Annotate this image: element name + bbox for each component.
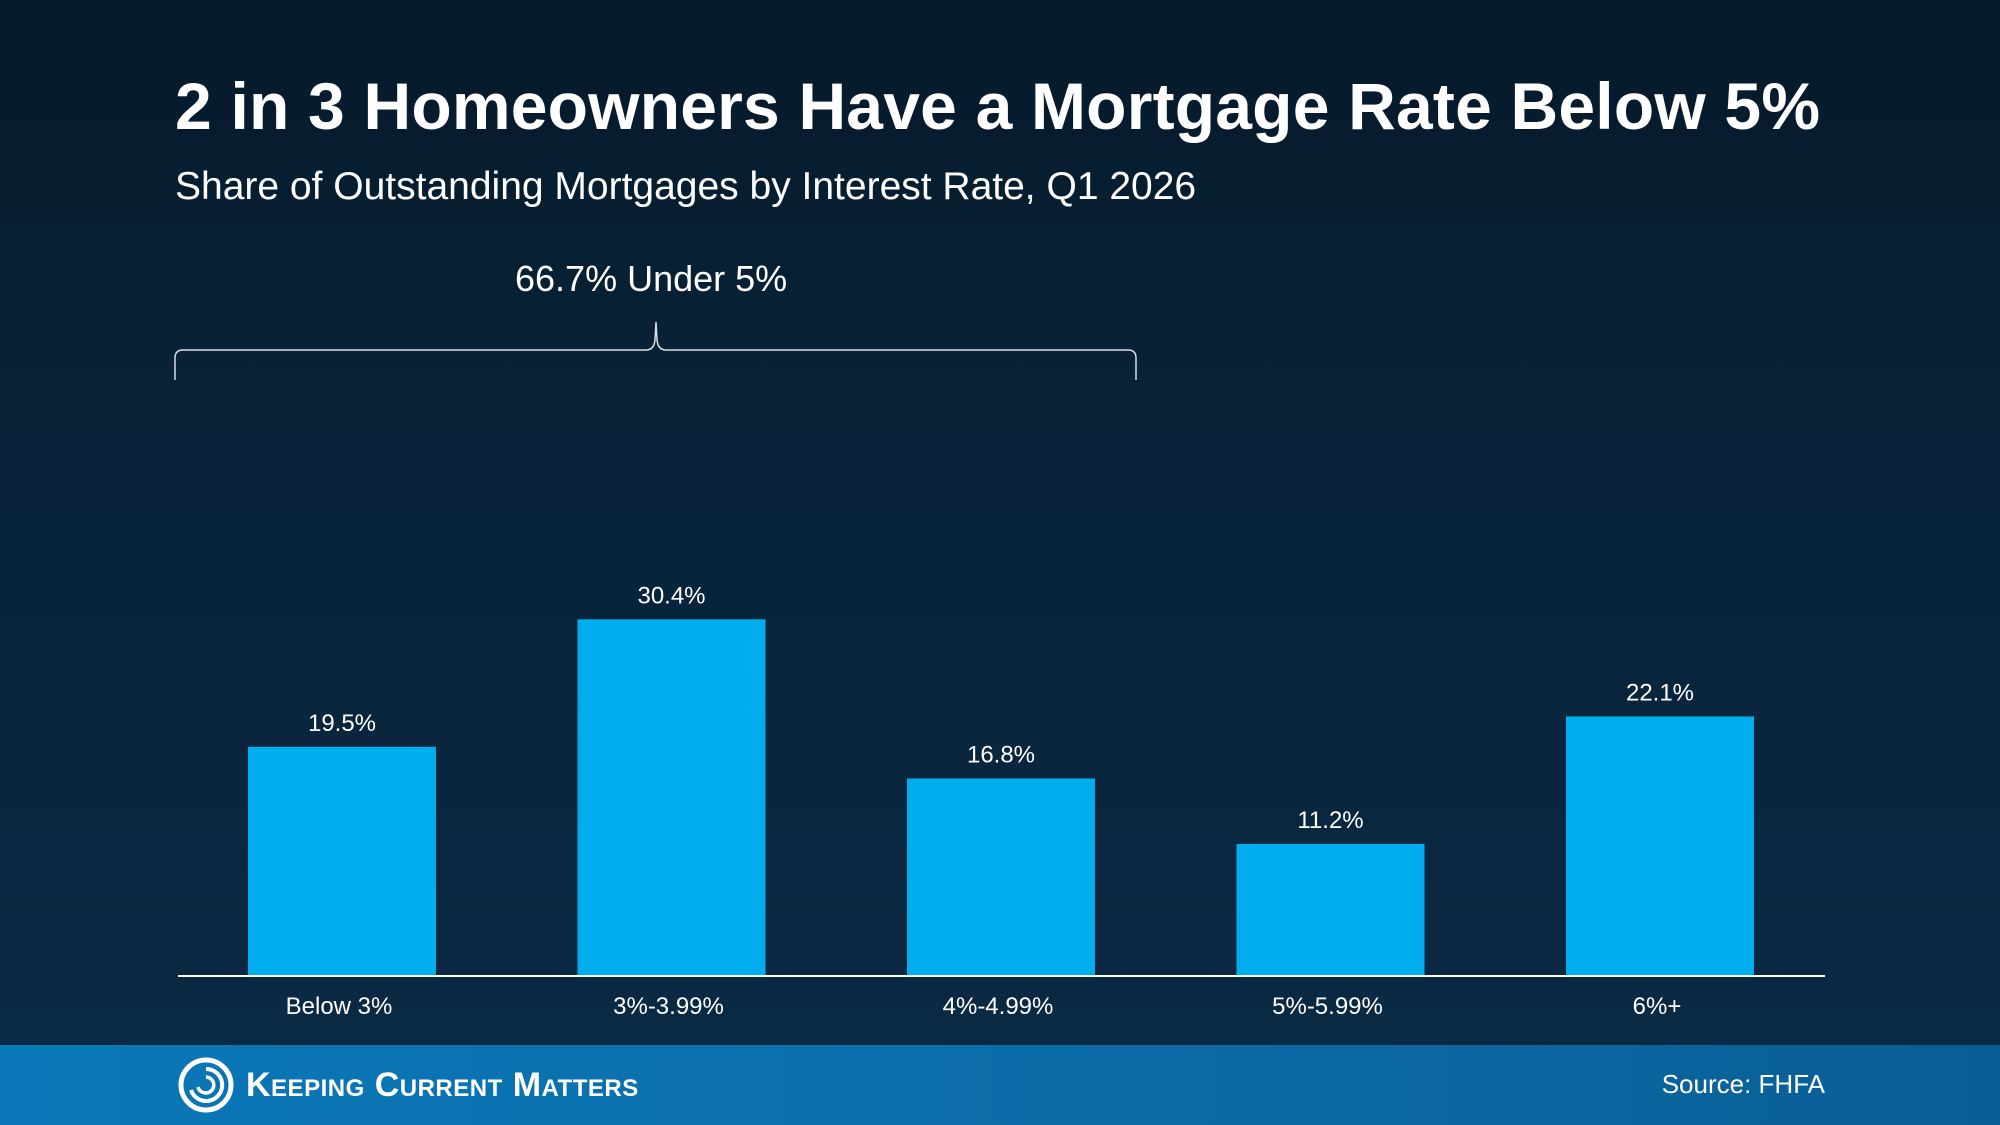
category-tick-label: Below 3% [286, 993, 393, 1020]
bar [577, 619, 766, 975]
bar [1236, 843, 1425, 975]
bar-value-label: 19.5% [308, 710, 376, 737]
category-tick-label: 6%+ [1633, 993, 1682, 1020]
footer-bar: Keeping Current Matters Source: FHFA [0, 1045, 2000, 1125]
bracket-annotation [174, 321, 1137, 380]
category-tick-label: 5%-5.99% [1272, 993, 1383, 1020]
bar-value-label: 22.1% [1626, 679, 1694, 706]
swirl-logo-icon [178, 1057, 234, 1113]
category-tick-label: 4%-4.99% [943, 993, 1054, 1020]
bar-value-label: 16.8% [967, 741, 1035, 768]
bar [1566, 716, 1754, 975]
chart-title: 2 in 3 Homeowners Have a Mortgage Rate B… [175, 69, 1821, 143]
brand-name: Keeping Current Matters [246, 1065, 639, 1104]
bar-value-label: 11.2% [1297, 807, 1363, 834]
brand-logo[interactable]: Keeping Current Matters [178, 1055, 639, 1115]
source-note: Source: FHFA [1661, 1069, 1825, 1099]
bar [248, 746, 436, 975]
bracket-annotation-label: 66.7% Under 5% [515, 258, 788, 299]
bar-chart: 19.5% 30.4% 16.8% 11.2% 22.1% Below 3% 3%-3.9… [174, 321, 1754, 1020]
bar-value-label: 30.4% [637, 582, 705, 609]
chart-subtitle: Share of Outstanding Mortgages by Intere… [175, 165, 1197, 208]
bar [907, 778, 1095, 975]
category-tick-label: 3%-3.99% [613, 993, 724, 1020]
